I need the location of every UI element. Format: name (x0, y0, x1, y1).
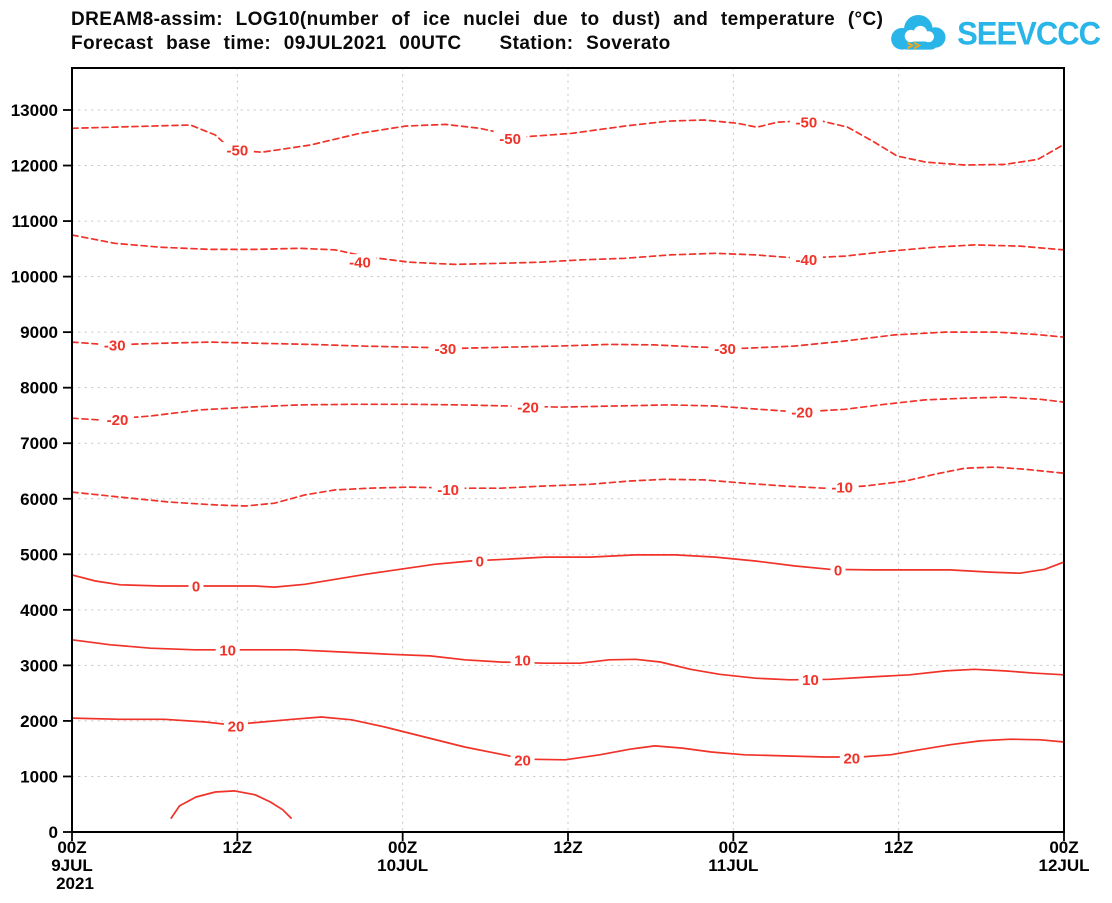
contour-label-halo (825, 479, 859, 496)
contour-line-level-10 (71, 638, 1065, 681)
contour-label-halo (830, 561, 846, 578)
x-tick-time-label: 12Z (223, 838, 252, 857)
contour-label: -50 (499, 131, 521, 148)
y-tick-label: 2000 (20, 712, 58, 731)
contour-label-halo (785, 404, 819, 421)
y-tick-label: 13000 (11, 101, 58, 120)
contour-line-level-0 (71, 554, 1065, 588)
x-tick-date-label: 9JUL (51, 856, 93, 875)
contour-label: -30 (104, 337, 126, 354)
contour-label: -50 (226, 142, 248, 159)
x-tick-time-label: 00Z (719, 838, 748, 857)
contour-label: -40 (349, 255, 371, 272)
logo-text: SEEVCCC (957, 15, 1101, 52)
contour-label-halo (188, 577, 204, 594)
contour-label: -10 (831, 480, 853, 497)
contour-label: -30 (435, 341, 457, 358)
contour-label-halo (510, 651, 535, 668)
contour-label-halo (428, 340, 462, 357)
y-tick-label: 10000 (11, 268, 58, 287)
contour-label: 20 (843, 751, 860, 768)
contour-label-halo (798, 671, 823, 688)
contour-label-halo (789, 251, 823, 268)
contour-label-halo (708, 340, 742, 357)
x-tick-year-label: 2021 (56, 874, 94, 893)
contour-label: -10 (437, 482, 459, 499)
y-tick-label: 12000 (11, 157, 58, 176)
contour-label-halo (215, 641, 240, 658)
contour-label: 0 (192, 578, 200, 595)
contour-label: 10 (219, 642, 236, 659)
contour-line-level--20 (71, 396, 1065, 421)
contour-line-level-20 (71, 716, 1065, 761)
contour-label-halo (493, 130, 527, 147)
x-tick-time-label: 12Z (884, 838, 913, 857)
plot-frame (71, 67, 1065, 833)
contour-label-halo (343, 254, 377, 271)
contour-label: 0 (476, 553, 484, 570)
contour-label: -30 (714, 341, 736, 358)
contour-label-halo (223, 717, 248, 734)
contour-label: 20 (514, 752, 531, 769)
arrow-icon (907, 41, 915, 50)
contour-label-halo (100, 411, 134, 428)
chart-title: DREAM8-assim: LOG10(number of ice nuclei… (71, 9, 884, 30)
y-tick-label: 0 (49, 823, 58, 842)
contour-label-halo (789, 114, 823, 131)
x-tick-time-label: 12Z (553, 838, 582, 857)
contour-line-level--40 (71, 234, 1065, 266)
y-tick-label: 6000 (20, 490, 58, 509)
x-tick-date-label: 10JUL (377, 856, 428, 875)
contour-label-halo (98, 336, 132, 353)
x-tick-time-label: 00Z (388, 838, 417, 857)
y-tick-label: 1000 (20, 767, 58, 786)
contour-label: 0 (834, 562, 842, 579)
y-tick-label: 5000 (20, 545, 58, 564)
contour-label: -40 (796, 252, 818, 269)
contour-label: 20 (228, 718, 245, 735)
cloud-logo-icon (891, 14, 946, 50)
y-tick-label: 9000 (20, 323, 58, 342)
contour-label: -20 (107, 412, 129, 429)
contour-label-halo (220, 141, 254, 158)
x-tick-date-label: 11JUL (708, 856, 758, 875)
contour-label: -50 (796, 115, 818, 132)
y-tick-label: 3000 (20, 656, 58, 675)
contour-line-level-30 (170, 790, 292, 819)
contour-line-level--10 (71, 466, 1065, 507)
contour-label-halo (472, 552, 488, 569)
chart-subtitle: Forecast base time: 09JUL2021 00UTC Stat… (71, 33, 671, 54)
contour-label: -20 (517, 400, 539, 417)
y-tick-label: 4000 (20, 601, 58, 620)
x-tick-time-label: 00Z (57, 838, 86, 857)
contour-label-halo (431, 481, 465, 498)
contour-label-halo (511, 399, 545, 416)
contour-label-halo (839, 750, 864, 767)
y-tick-label: 11000 (12, 212, 58, 231)
contour-line-level--30 (71, 331, 1065, 350)
contour-label: 10 (802, 672, 819, 689)
y-tick-label: 8000 (20, 379, 58, 398)
y-tick-label: 7000 (20, 434, 58, 453)
contour-label: 10 (514, 652, 531, 669)
x-tick-time-label: 00Z (1049, 838, 1078, 857)
arrow-icon (914, 41, 922, 50)
x-tick-date-label: 12JUL (1038, 856, 1089, 875)
seevccc-logo: SEEVCCC (885, 10, 1101, 58)
contour-label-halo (510, 751, 535, 768)
contour-label: -20 (791, 405, 813, 422)
